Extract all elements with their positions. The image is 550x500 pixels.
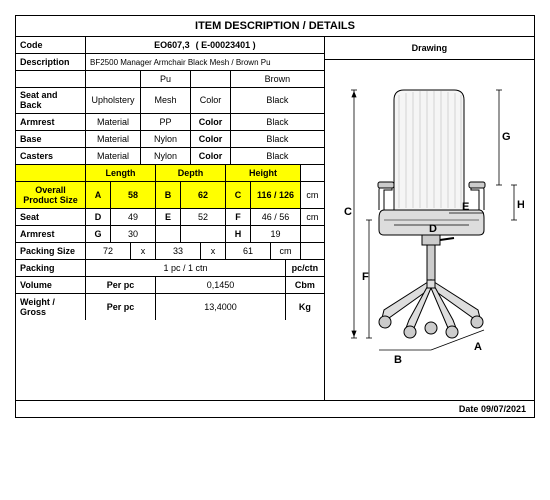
dim-c: C — [226, 182, 251, 208]
armrest-label: Armrest — [16, 114, 86, 130]
pc-ctn: pc/ctn — [286, 260, 324, 276]
weight-value: 13,4000 — [156, 294, 286, 320]
drawing-label: Drawing — [325, 37, 534, 60]
armrest-label-2: Armrest — [16, 226, 86, 242]
cm-1: cm — [301, 182, 324, 208]
material-label-2: Material — [86, 131, 141, 147]
weight-label: Weight / Gross — [16, 294, 86, 320]
svg-text:G: G — [502, 131, 511, 143]
overall-size-label-2: Overall Product Size — [16, 182, 86, 208]
dim-d: D — [86, 209, 111, 225]
desc-label: Description — [16, 54, 86, 70]
page-title: ITEM DESCRIPTION / DETAILS — [16, 16, 534, 37]
code-value: EO607,3 — [154, 40, 190, 50]
material-label-3: Material — [86, 148, 141, 164]
pack-w: 33 — [156, 243, 201, 259]
seat-label: Seat — [16, 209, 86, 225]
color-brown: Brown — [231, 71, 324, 87]
cbm: Cbm — [286, 277, 324, 293]
dim-a: A — [86, 182, 111, 208]
dim-h-val: 19 — [251, 226, 301, 242]
kg: Kg — [286, 294, 324, 320]
dim-b-val: 62 — [181, 182, 226, 208]
color-black-1: Black — [231, 87, 324, 113]
pack-l: 72 — [86, 243, 131, 259]
spec-sheet: ITEM DESCRIPTION / DETAILS Code EO607,3 … — [15, 15, 535, 418]
cm-3: cm — [271, 243, 301, 259]
dim-a-val: 58 — [111, 182, 156, 208]
svg-text:F: F — [362, 271, 369, 283]
date-label: Date — [459, 404, 479, 414]
dim-e-val: 52 — [181, 209, 226, 225]
volume-label: Volume — [16, 277, 86, 293]
pp-value: PP — [141, 114, 191, 130]
length-label: Length — [86, 165, 156, 181]
color-label-5: Color — [191, 148, 231, 164]
code-ref: ( E-00023401 ) — [196, 40, 256, 50]
color-black-4: Black — [231, 148, 324, 164]
packing-value: 1 pc / 1 ctn — [86, 260, 286, 276]
pu-label: Pu — [141, 71, 191, 87]
volume-value: 0,1450 — [156, 277, 286, 293]
color-label-3: Color — [191, 114, 231, 130]
code-label: Code — [16, 37, 86, 53]
material-label-1: Material — [86, 114, 141, 130]
color-label-1 — [191, 71, 231, 87]
svg-text:A: A — [474, 341, 482, 353]
svg-text:C: C — [344, 206, 352, 218]
packing-label: Packing — [16, 260, 86, 276]
dim-e: E — [156, 209, 181, 225]
svg-text:E: E — [462, 201, 469, 213]
dim-g: G — [86, 226, 111, 242]
dim-h: H — [226, 226, 251, 242]
dim-c-val: 116 / 126 — [251, 182, 301, 208]
seat-back-label — [16, 71, 86, 87]
height-label: Height — [226, 165, 301, 181]
color-black-3: Black — [231, 131, 324, 147]
nylon-value-2: Nylon — [141, 148, 191, 164]
spec-table: Code EO607,3 ( E-00023401 ) Description … — [16, 37, 325, 400]
per-pc-2: Per pc — [86, 294, 156, 320]
cm-2: cm — [301, 209, 324, 225]
pack-h: 61 — [226, 243, 271, 259]
dim-g-val: 30 — [111, 226, 156, 242]
color-black-2: Black — [231, 114, 324, 130]
mesh-label: Mesh — [141, 87, 191, 113]
chair-drawing: C F G H D E A B — [334, 70, 524, 390]
overall-size-label — [16, 165, 86, 181]
svg-text:B: B — [394, 354, 402, 366]
desc-value: BF2500 Manager Armchair Black Mesh / Bro… — [86, 54, 324, 70]
dim-b: B — [156, 182, 181, 208]
color-label-2: Color — [191, 87, 231, 113]
dim-f: F — [226, 209, 251, 225]
casters-label: Casters — [16, 148, 86, 164]
pack-x1: x — [131, 243, 156, 259]
dim-d-val: 49 — [111, 209, 156, 225]
upholstery-label — [86, 71, 141, 87]
base-label: Base — [16, 131, 86, 147]
date-value: 09/07/2021 — [481, 404, 526, 414]
svg-text:D: D — [429, 223, 437, 235]
packing-size-label: Packing Size — [16, 243, 86, 259]
seat-back-label-2: Seat and Back — [16, 87, 86, 113]
color-label-4: Color — [191, 131, 231, 147]
nylon-value-1: Nylon — [141, 131, 191, 147]
dim-f-val: 46 / 56 — [251, 209, 301, 225]
pack-x2: x — [201, 243, 226, 259]
upholstery-label-2: Upholstery — [86, 87, 141, 113]
depth-label: Depth — [156, 165, 226, 181]
per-pc-1: Per pc — [86, 277, 156, 293]
svg-text:H: H — [517, 199, 524, 211]
drawing-panel: Drawing — [325, 37, 534, 400]
